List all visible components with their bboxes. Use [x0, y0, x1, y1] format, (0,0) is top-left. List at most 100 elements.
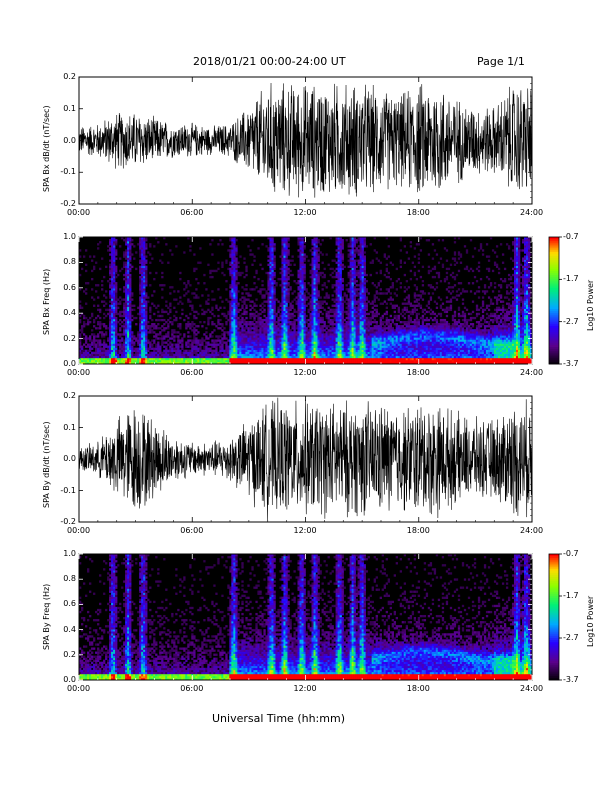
spectrogram-cell — [365, 355, 368, 359]
spectrogram-cell — [361, 312, 364, 316]
spectrogram-cell — [307, 259, 310, 262]
spectrogram-cell — [291, 255, 294, 258]
spectrogram-cell — [179, 357, 182, 361]
spectrogram-cell — [273, 290, 276, 293]
spectrogram-cell — [329, 314, 332, 318]
spectrogram-cell — [169, 359, 172, 363]
spectrogram-cell — [249, 320, 252, 324]
spectrogram-cell — [349, 265, 352, 269]
spectrogram-cell — [123, 312, 126, 316]
spectrogram-cell — [349, 304, 352, 307]
spectrogram-cell — [239, 308, 242, 312]
spectrogram-cell — [301, 335, 304, 338]
spectrogram-cell — [311, 339, 314, 342]
spectrogram-cell — [349, 345, 352, 348]
spectrogram-cell — [309, 325, 312, 328]
spectrogram-cell — [159, 351, 162, 355]
spectrogram-cell — [267, 320, 270, 324]
spectrogram-cell — [307, 353, 310, 357]
spectrogram-cell — [255, 357, 258, 361]
spectrogram-cell — [179, 341, 182, 344]
spectrogram-cell — [129, 263, 132, 266]
spectrogram-cell — [103, 339, 106, 342]
spectrogram-cell — [227, 351, 230, 355]
spectrogram-cell — [351, 306, 354, 309]
spectrogram-cell — [149, 245, 152, 248]
spectrogram-cell — [221, 343, 224, 346]
spectrogram-cell — [145, 284, 148, 287]
spectrogram-cell — [147, 359, 150, 363]
spectrogram-cell — [171, 329, 174, 332]
spectrogram-cell — [235, 286, 238, 289]
spectrogram-cell — [343, 355, 346, 359]
spectrogram-cell — [343, 300, 346, 303]
spectrogram-cell — [335, 325, 338, 328]
spectrogram-cell — [221, 323, 224, 326]
spectrogram-cell — [269, 318, 272, 322]
spectrogram-cell — [259, 327, 262, 330]
spectrogram-cell — [303, 296, 306, 299]
spectrogram-cell — [359, 290, 362, 293]
spectrogram-cell — [233, 339, 236, 342]
spectrogram-cell — [115, 308, 118, 312]
spectrogram-cell — [123, 251, 126, 254]
spectrogram-cell — [87, 320, 90, 324]
spectrogram-cell — [93, 265, 96, 269]
spectrogram-cell — [115, 292, 118, 295]
spectrogram-cell — [95, 290, 98, 293]
spectrogram-cell — [253, 329, 256, 332]
spectrogram-cell — [325, 296, 328, 299]
spectrogram-cell — [175, 245, 178, 248]
spectrogram-cell — [149, 327, 152, 330]
spectrogram-cell — [313, 298, 316, 301]
spectrogram-cell — [121, 355, 124, 359]
spectrogram-cell — [249, 249, 252, 252]
spectrogram-cell — [199, 353, 202, 357]
spectrogram-cell — [297, 312, 300, 316]
spectrogram-cell — [223, 331, 226, 334]
spectrogram-cell — [111, 310, 114, 314]
spectrogram-cell — [261, 325, 264, 328]
spectrogram-cell — [253, 357, 256, 361]
spectrogram-cell — [315, 241, 318, 244]
spectrogram-cell — [111, 347, 114, 350]
spectrogram-cell — [287, 259, 290, 262]
spectrogram-cell — [79, 304, 82, 307]
spectrogram-cell — [265, 325, 268, 328]
spectrogram-cell — [113, 273, 116, 277]
spectrogram-cell — [257, 320, 260, 324]
spectrogram-cell — [255, 345, 258, 348]
spectrogram-cell — [359, 310, 362, 314]
spectrogram-cell — [365, 341, 368, 344]
spectrogram-cell — [87, 345, 90, 348]
spectrogram-cell — [287, 320, 290, 324]
spectrogram-cell — [167, 318, 170, 322]
spectrogram-cell — [223, 341, 226, 344]
spectrogram-cell — [303, 304, 306, 307]
spectrogram-cell — [257, 325, 260, 328]
spectrogram-cell — [361, 253, 364, 256]
spectrogram-cell — [81, 347, 84, 350]
spectrogram-cell — [309, 271, 312, 275]
spectrogram-cell — [143, 288, 146, 291]
spectrogram-cell — [271, 345, 274, 348]
spectrogram-cell — [283, 263, 286, 266]
spectrogram-cell — [275, 355, 278, 359]
spectrogram-cell — [87, 359, 90, 363]
spectrogram-cell — [233, 316, 236, 320]
spectrogram-cell — [261, 339, 264, 342]
spectrogram-cell — [315, 302, 318, 305]
spectrogram-cell — [197, 282, 200, 285]
spectrogram-cell — [289, 333, 292, 336]
spectrogram-cell — [107, 345, 110, 348]
spectrogram-cell — [353, 275, 356, 279]
spectrogram-cell — [357, 245, 360, 248]
spectrogram-cell — [241, 353, 244, 357]
spectrogram-cell — [353, 339, 356, 342]
spectrogram-cell — [119, 329, 122, 332]
spectrogram-cell — [143, 353, 146, 357]
spectrogram-cell — [303, 359, 306, 363]
spectrogram-cell — [239, 353, 242, 357]
spectrogram-cell — [359, 339, 362, 342]
spectrogram-cell — [285, 290, 288, 293]
